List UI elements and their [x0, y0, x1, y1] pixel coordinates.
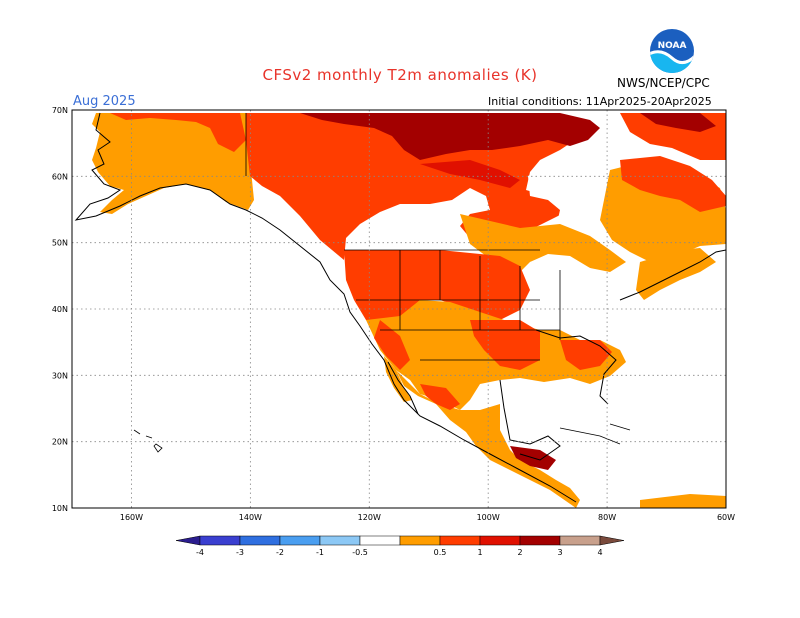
agency-label: NWS/NCEP/CPC — [617, 76, 710, 90]
map-title: CFSv2 monthly T2m anomalies (K) — [262, 66, 538, 84]
anomaly-region-west-us — [344, 250, 530, 330]
anomaly-region-arctic-2 — [420, 160, 520, 188]
anomaly-field — [92, 113, 726, 508]
lat-label: 40N — [52, 305, 68, 314]
lat-label: 70N — [52, 106, 68, 115]
lon-label: 60W — [717, 513, 735, 522]
anomaly-region-alaska-red — [110, 113, 246, 152]
color-legend: -4 -3 -2 -1 -0.5 0.5 1 2 3 4 — [175, 535, 625, 557]
islands — [133, 423, 631, 453]
legend-label: 3 — [557, 548, 562, 557]
anomaly-region-northeast — [530, 256, 640, 334]
legend-label: 0.5 — [434, 548, 447, 557]
legend-label: 4 — [597, 548, 602, 557]
lon-label: 120W — [358, 513, 381, 522]
legend-swatch — [175, 535, 201, 546]
legend-swatch — [319, 535, 361, 546]
lon-label: 140W — [239, 513, 262, 522]
anomaly-region-labrador-red — [620, 156, 726, 212]
lat-label: 50N — [52, 239, 68, 248]
lat-label: 10N — [52, 504, 68, 513]
legend-swatch — [559, 535, 601, 546]
lat-label: 20N — [52, 438, 68, 447]
anomaly-region-mexico-red — [420, 384, 460, 410]
latitude-labels: 70N 60N 50N 40N 30N 20N 10N — [52, 106, 68, 513]
anomaly-region-s-america — [640, 494, 726, 508]
legend-swatch — [199, 535, 241, 546]
legend-label: -0.5 — [352, 548, 368, 557]
map-gridlines — [72, 110, 726, 508]
legend-swatch — [479, 535, 521, 546]
legend-label: 2 — [517, 548, 522, 557]
anomaly-region-texas-red — [470, 320, 540, 370]
noaa-logo: NOAA — [650, 29, 694, 73]
legend-label: -4 — [196, 548, 204, 557]
political-borders — [245, 113, 561, 361]
legend-swatch — [359, 535, 401, 546]
legend-swatch — [239, 535, 281, 546]
anomaly-region-alaska — [92, 113, 254, 214]
lon-label: 80W — [598, 513, 616, 522]
legend-label: -1 — [316, 548, 324, 557]
lon-label: 100W — [477, 513, 500, 522]
anomaly-region-arctic — [300, 113, 600, 160]
legend-swatch — [599, 535, 625, 546]
legend-label: 1 — [477, 548, 482, 557]
lat-label: 30N — [52, 371, 68, 380]
initial-conditions: Initial conditions: 11Apr2025-20Apr2025 — [488, 95, 712, 108]
legend-swatch — [279, 535, 321, 546]
legend-label: -2 — [276, 548, 284, 557]
anomaly-region-sw-red — [374, 320, 410, 370]
logo-text: NOAA — [658, 41, 687, 51]
forecast-month: Aug 2025 — [73, 94, 136, 109]
lat-label: 60N — [52, 172, 68, 181]
anomaly-region-greenland-dark — [640, 113, 716, 132]
legend-label: -3 — [236, 548, 244, 557]
lon-label: 160W — [120, 513, 143, 522]
longitude-labels: 160W 140W 120W 100W 80W 60W — [120, 513, 735, 522]
hudson-bay — [528, 156, 610, 244]
legend-swatch — [439, 535, 481, 546]
legend-swatch — [519, 535, 561, 546]
map-frame — [71, 109, 727, 509]
legend-swatch — [399, 535, 441, 546]
anomaly-region-southeast-red — [560, 340, 612, 370]
coastlines — [74, 112, 727, 503]
